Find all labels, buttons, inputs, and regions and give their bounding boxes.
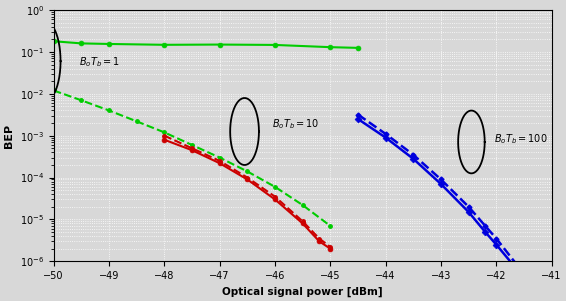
Text: $B_oT_b=100$: $B_oT_b=100$ <box>494 132 547 146</box>
X-axis label: Optical signal power [dBm]: Optical signal power [dBm] <box>222 287 383 297</box>
Y-axis label: BEP: BEP <box>4 124 14 148</box>
Text: $B_oT_b=10$: $B_oT_b=10$ <box>272 117 320 131</box>
Text: $B_oT_b=1$: $B_oT_b=1$ <box>79 55 119 69</box>
